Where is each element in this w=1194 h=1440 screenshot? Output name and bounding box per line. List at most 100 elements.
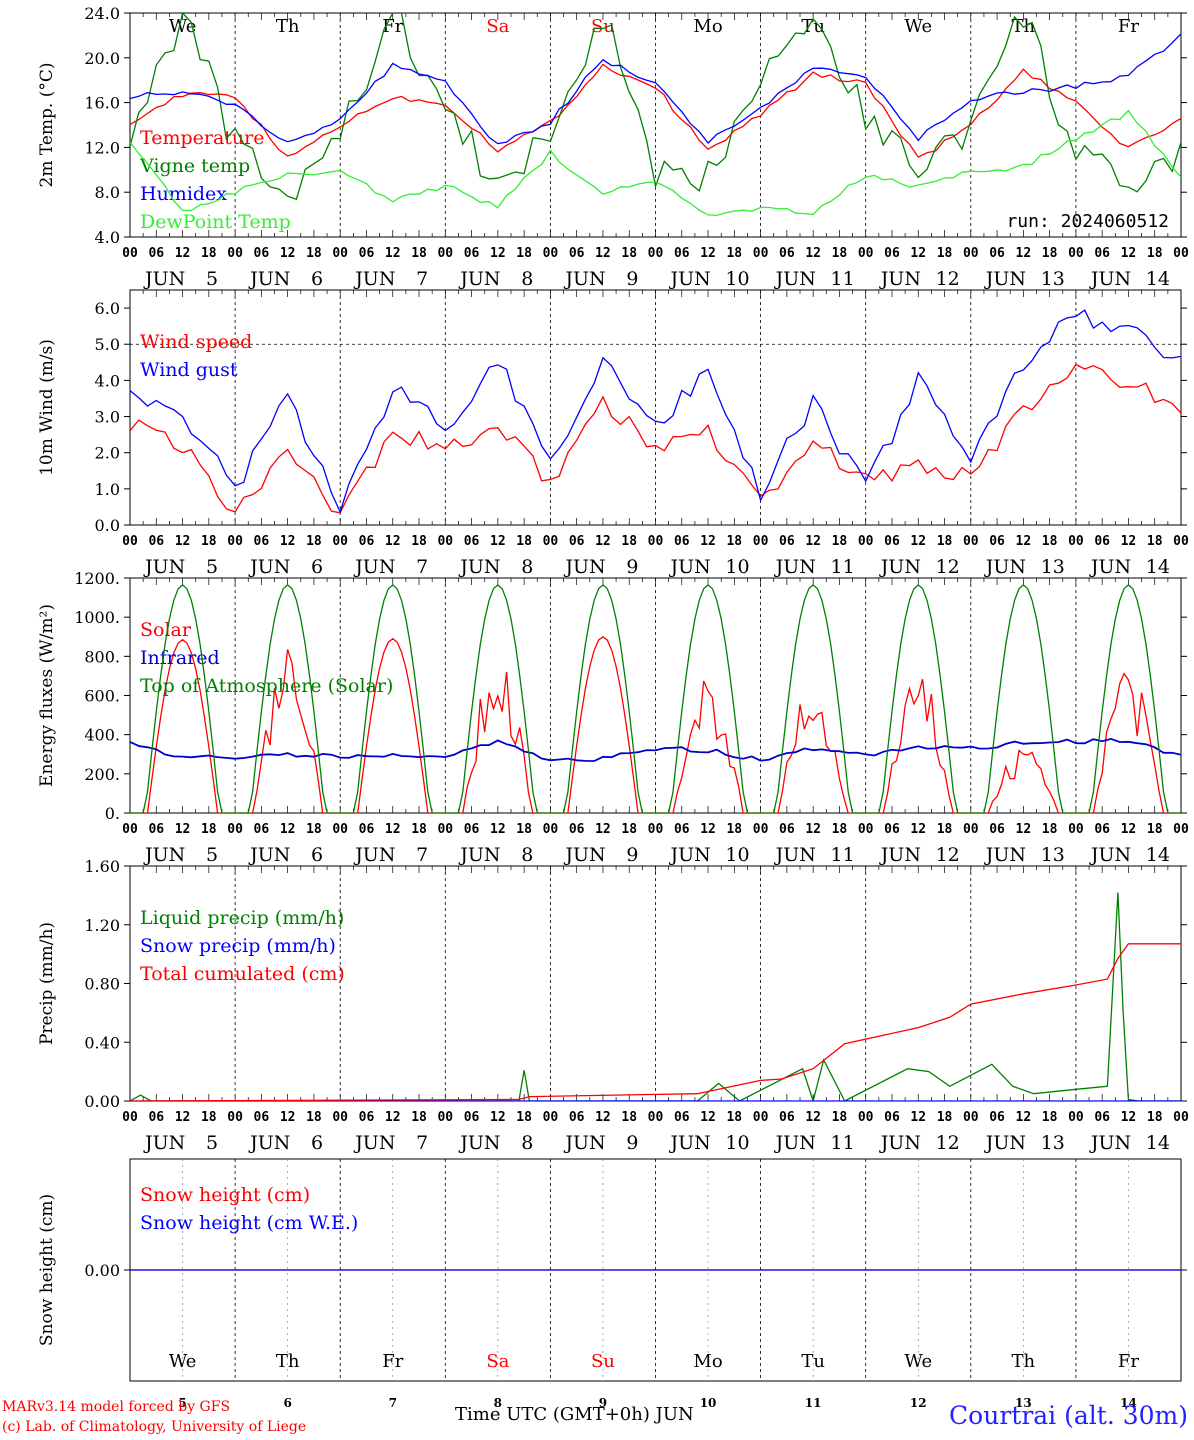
date-day-label: 12 (936, 268, 960, 290)
y-tick-label: 0.80 (84, 975, 120, 994)
hour-tick-label: 18 (832, 822, 848, 837)
hour-tick-label: 18 (832, 1110, 848, 1125)
date-day-label: 5 (206, 844, 218, 866)
hour-tick-label: 18 (1042, 246, 1058, 261)
hour-tick-label: 06 (148, 246, 164, 261)
hour-tick-label: 06 (254, 1110, 270, 1125)
hour-tick-label: 18 (516, 534, 532, 549)
hour-tick-label: 18 (1147, 822, 1163, 837)
hour-tick-label: 06 (569, 534, 585, 549)
y-tick-label: 0.00 (84, 1092, 120, 1111)
date-day-label: 9 (626, 1132, 638, 1154)
hour-tick-label: 12 (805, 534, 821, 549)
hour-tick-label: 06 (884, 1110, 900, 1125)
hour-tick-label: 00 (858, 1110, 874, 1125)
x-axis-title-month: JUN (655, 1404, 694, 1425)
date-day-label: 9 (626, 556, 638, 578)
hour-tick-label: 18 (201, 822, 217, 837)
hour-tick-label: 18 (1042, 534, 1058, 549)
date-day-label: 7 (416, 1132, 428, 1154)
x-axis-title: Time UTC (GMT+0h) JUN (455, 1404, 694, 1425)
series-line-dewpoint-temp (130, 109, 1181, 217)
y-tick-label: 5.0 (95, 335, 120, 354)
hour-tick-label: 12 (595, 534, 611, 549)
y-tick-label: 2.0 (95, 444, 120, 463)
legend-entry: Infrared (140, 647, 220, 669)
hour-tick-label: 12 (280, 1110, 296, 1125)
hour-tick-label: 00 (858, 822, 874, 837)
date-month-label: JUN (353, 1132, 395, 1154)
hour-tick-label: 12 (910, 534, 926, 549)
date-month-label: JUN (563, 1132, 605, 1154)
y-axis-title: Precip (mm/h) (37, 922, 57, 1045)
hour-tick-label: 12 (175, 246, 191, 261)
hour-tick-label: 00 (227, 534, 243, 549)
date-month-label: JUN (879, 556, 921, 578)
hour-tick-label: 18 (1042, 822, 1058, 837)
hour-tick-label: 00 (1173, 822, 1189, 837)
hour-tick-label: 00 (648, 534, 664, 549)
date-day-label: 7 (416, 556, 428, 578)
date-day-label: 5 (206, 1132, 218, 1154)
hour-tick-label: 00 (1173, 1110, 1189, 1125)
hour-tick-label: 06 (884, 246, 900, 261)
series-line-vigne-temp (130, 13, 1181, 201)
date-day-label: 8 (521, 844, 533, 866)
date-day-label: 6 (311, 844, 323, 866)
hour-tick-label: 06 (359, 246, 375, 261)
hour-tick-label: 00 (1068, 822, 1084, 837)
hour-tick-label: 12 (910, 1110, 926, 1125)
hour-tick-label: 00 (1068, 246, 1084, 261)
date-number-label: 8 (494, 1396, 502, 1410)
hour-tick-label: 00 (963, 822, 979, 837)
hour-tick-label: 12 (280, 534, 296, 549)
date-number-label: 10 (700, 1396, 717, 1410)
date-month-label: JUN (1089, 556, 1131, 578)
date-month-label: JUN (248, 556, 290, 578)
weekday-label: Mo (693, 16, 722, 37)
hour-tick-label: 18 (726, 246, 742, 261)
weekday-label: Su (591, 16, 615, 37)
date-day-label: 10 (725, 1132, 749, 1154)
hour-tick-label: 00 (858, 246, 874, 261)
date-month-label: JUN (353, 844, 395, 866)
date-month-label: JUN (669, 268, 711, 290)
weekday-label: We (169, 1351, 197, 1372)
hour-tick-label: 00 (963, 246, 979, 261)
hour-tick-label: 00 (437, 534, 453, 549)
date-month-label: JUN (1089, 844, 1131, 866)
y-tick-label: 1000. (74, 608, 120, 627)
legend-entry: Total cumulated (cm) (140, 963, 345, 985)
hour-tick-label: 00 (1068, 534, 1084, 549)
hour-tick-label: 00 (227, 822, 243, 837)
hour-tick-label: 00 (648, 1110, 664, 1125)
date-month-label: JUN (248, 1132, 290, 1154)
hour-tick-label: 06 (254, 822, 270, 837)
lab-credit: (c) Lab. of Climatology, University of L… (2, 1419, 307, 1435)
hour-tick-label: 06 (779, 246, 795, 261)
hour-tick-label: 18 (1147, 534, 1163, 549)
date-month-label: JUN (984, 268, 1026, 290)
hour-tick-label: 06 (1094, 534, 1110, 549)
legend-entry: Liquid precip (mm/h) (140, 907, 344, 929)
date-day-label: 9 (626, 844, 638, 866)
hour-tick-label: 12 (490, 246, 506, 261)
hour-tick-label: 06 (359, 534, 375, 549)
legend-entry: Wind speed (140, 331, 252, 353)
hour-tick-label: 12 (1121, 1110, 1137, 1125)
hour-tick-label: 18 (411, 246, 427, 261)
date-day-label: 12 (936, 1132, 960, 1154)
hour-tick-label: 18 (201, 1110, 217, 1125)
date-day-label: 11 (831, 268, 855, 290)
weekday-label: We (904, 16, 932, 37)
date-day-label: 5 (206, 268, 218, 290)
hour-tick-label: 00 (753, 534, 769, 549)
hour-tick-label: 18 (937, 1110, 953, 1125)
hour-tick-label: 18 (1147, 246, 1163, 261)
hour-tick-label: 06 (674, 246, 690, 261)
date-number-label: 13 (1015, 1396, 1032, 1410)
date-month-label: JUN (1089, 268, 1131, 290)
date-day-label: 11 (831, 844, 855, 866)
y-tick-label: 600. (84, 687, 120, 706)
weekday-label: Fr (382, 1351, 403, 1372)
